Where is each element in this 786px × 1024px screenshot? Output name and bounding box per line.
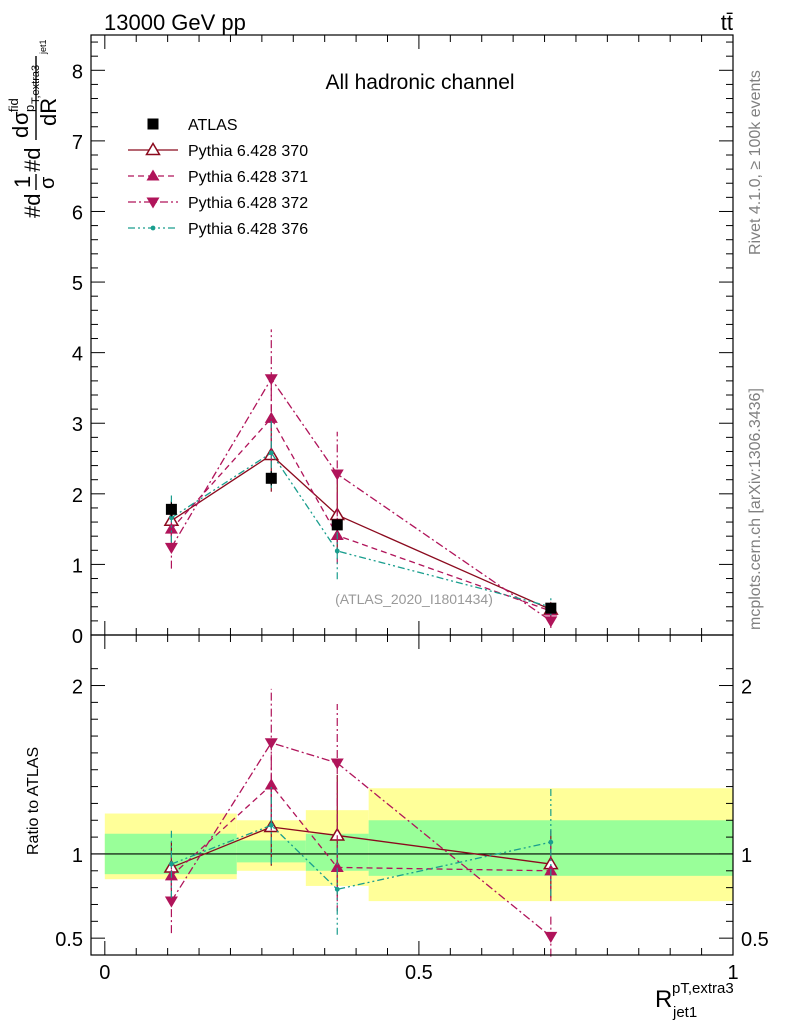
ratio-bands	[91, 788, 733, 902]
legend-label-atlas: ATLAS	[188, 117, 238, 134]
ratio-series	[163, 688, 559, 957]
ratio-frame	[90, 634, 734, 956]
ratio-ytick-label-right: 1	[741, 845, 752, 867]
main-ytick-label: 1	[72, 555, 83, 577]
legend-label-pythia-6-428-370: Pythia 6.428 370	[188, 143, 308, 160]
ratio-axes: 0.5 0.51 12 20 0.5 1	[55, 635, 769, 984]
legend-marker-pythia-6-428-372	[146, 197, 160, 209]
legend-label-pythia-6-428-372: Pythia 6.428 372	[188, 195, 308, 212]
ylabel-jet: jet1	[38, 39, 48, 55]
legend-marker-pythia-6-428-370	[145, 142, 161, 156]
ylabel-sup: fid	[6, 98, 21, 112]
xlabel-sub: jet1	[672, 1004, 697, 1021]
legend-marker-pythia-6-428-376	[150, 225, 156, 231]
main-ytick-label: 6	[72, 202, 83, 224]
data-point-pythia-6-428-372	[330, 758, 344, 770]
legend-label-pythia-6-428-376: Pythia 6.428 376	[188, 221, 308, 238]
main-ytick-label: 8	[72, 61, 83, 83]
ylabel-sigma: σ	[37, 176, 59, 189]
main-ytick-label: 7	[72, 132, 83, 154]
ylabel-one: 1	[10, 176, 35, 188]
data-point-atlas	[165, 503, 177, 515]
main-ylabel: #d 1 σ #d d σ fid p T,extra3 jet1 dR	[6, 39, 61, 218]
ratio-ytick-label-right: 2	[741, 677, 752, 699]
series-line-pythia-6-428-370	[171, 826, 551, 869]
main-series	[163, 329, 559, 628]
ratio-xtick-label: 0.5	[405, 962, 433, 984]
legend-marker-pythia-6-428-371	[146, 169, 160, 181]
energy-label: 13000 GeV pp	[104, 10, 246, 35]
data-point-pythia-6-428-376	[334, 548, 340, 554]
data-point-atlas	[265, 472, 277, 484]
data-point-pythia-6-428-372	[330, 469, 344, 481]
main-axes: 0 1 2 3 4 5 6 7 8	[72, 35, 734, 648]
ratio-panel: 0.5 0.51 12 20 0.5 1 Ratio to ATLAS R pT,extr…	[25, 634, 769, 1021]
mcplots-label: mcplots.cern.ch [arXiv:1306.3436]	[747, 388, 764, 630]
series-line-pythia-6-428-371	[170, 417, 552, 612]
main-panel: 0 1 2 3 4 5 6 7 8 All hadronic channel (ATLAS_20…	[6, 34, 734, 648]
data-point-pythia-6-428-376	[268, 450, 274, 456]
ratio-ytick-label: 0.5	[55, 929, 83, 951]
data-point-pythia-6-428-372	[164, 542, 178, 554]
data-point-pythia-6-428-372	[544, 616, 558, 628]
process-label: tt̄	[721, 10, 733, 35]
main-ytick-label: 5	[72, 273, 83, 295]
chart-title: All hadronic channel	[325, 71, 514, 94]
main-ytick-label: 0	[72, 626, 83, 648]
ratio-xtick-label: 1	[727, 962, 738, 984]
data-point-pythia-6-428-376	[548, 839, 554, 845]
ylabel-num-d: d	[8, 126, 33, 138]
xlabel: R pT,extra3 jet1	[655, 980, 734, 1021]
xlabel-sup: pT,extra3	[672, 980, 734, 997]
data-point-pythia-6-428-376	[169, 515, 174, 521]
legend-marker-atlas	[147, 118, 159, 130]
data-point-pythia-6-428-372	[264, 738, 278, 750]
ratio-ylabel: Ratio to ATLAS	[25, 747, 42, 855]
data-point-pythia-6-428-372	[544, 931, 558, 943]
series-line-pythia-6-428-370	[171, 454, 552, 611]
data-point-pythia-6-428-372	[264, 374, 278, 386]
data-point-pythia-6-428-371	[164, 522, 178, 534]
ylabel-mid: #d	[20, 148, 45, 172]
ratio-ytick-label-right: 0.5	[741, 929, 769, 951]
ylabel-num-sigma: σ	[8, 111, 33, 125]
legend-label-pythia-6-428-371: Pythia 6.428 371	[188, 169, 308, 186]
ratio-ytick-label: 2	[72, 677, 83, 699]
main-ytick-label: 3	[72, 414, 83, 436]
ylabel-den: dR	[36, 98, 61, 126]
ylabel-lead: #d	[20, 194, 45, 218]
data-point-pythia-6-428-376	[268, 822, 274, 828]
analysis-watermark: (ATLAS_2020_I1801434)	[335, 591, 493, 607]
ratio-xtick-label: 0	[99, 962, 110, 984]
ratio-ytick-label: 1	[72, 845, 83, 867]
main-ytick-label: 2	[72, 485, 83, 507]
data-point-pythia-6-428-371	[330, 860, 344, 872]
legend: ATLAS Pythia 6.428 370 Pythia 6.428 371 Pyt…	[128, 117, 308, 238]
data-point-pythia-6-428-376	[334, 886, 340, 892]
data-point-atlas	[545, 602, 557, 614]
data-point-pythia-6-428-376	[169, 861, 174, 867]
data-point-pythia-6-428-372	[164, 896, 178, 908]
data-point-atlas	[331, 519, 343, 531]
series-line-pythia-6-428-372	[170, 377, 552, 622]
xlabel-base: R	[655, 986, 672, 1013]
ylabel-sub: p	[22, 105, 37, 112]
rivet-label: Rivet 4.1.0, ≥ 100k events	[747, 70, 764, 255]
main-ytick-label: 4	[72, 344, 83, 366]
data-point-pythia-6-428-371	[264, 411, 278, 423]
